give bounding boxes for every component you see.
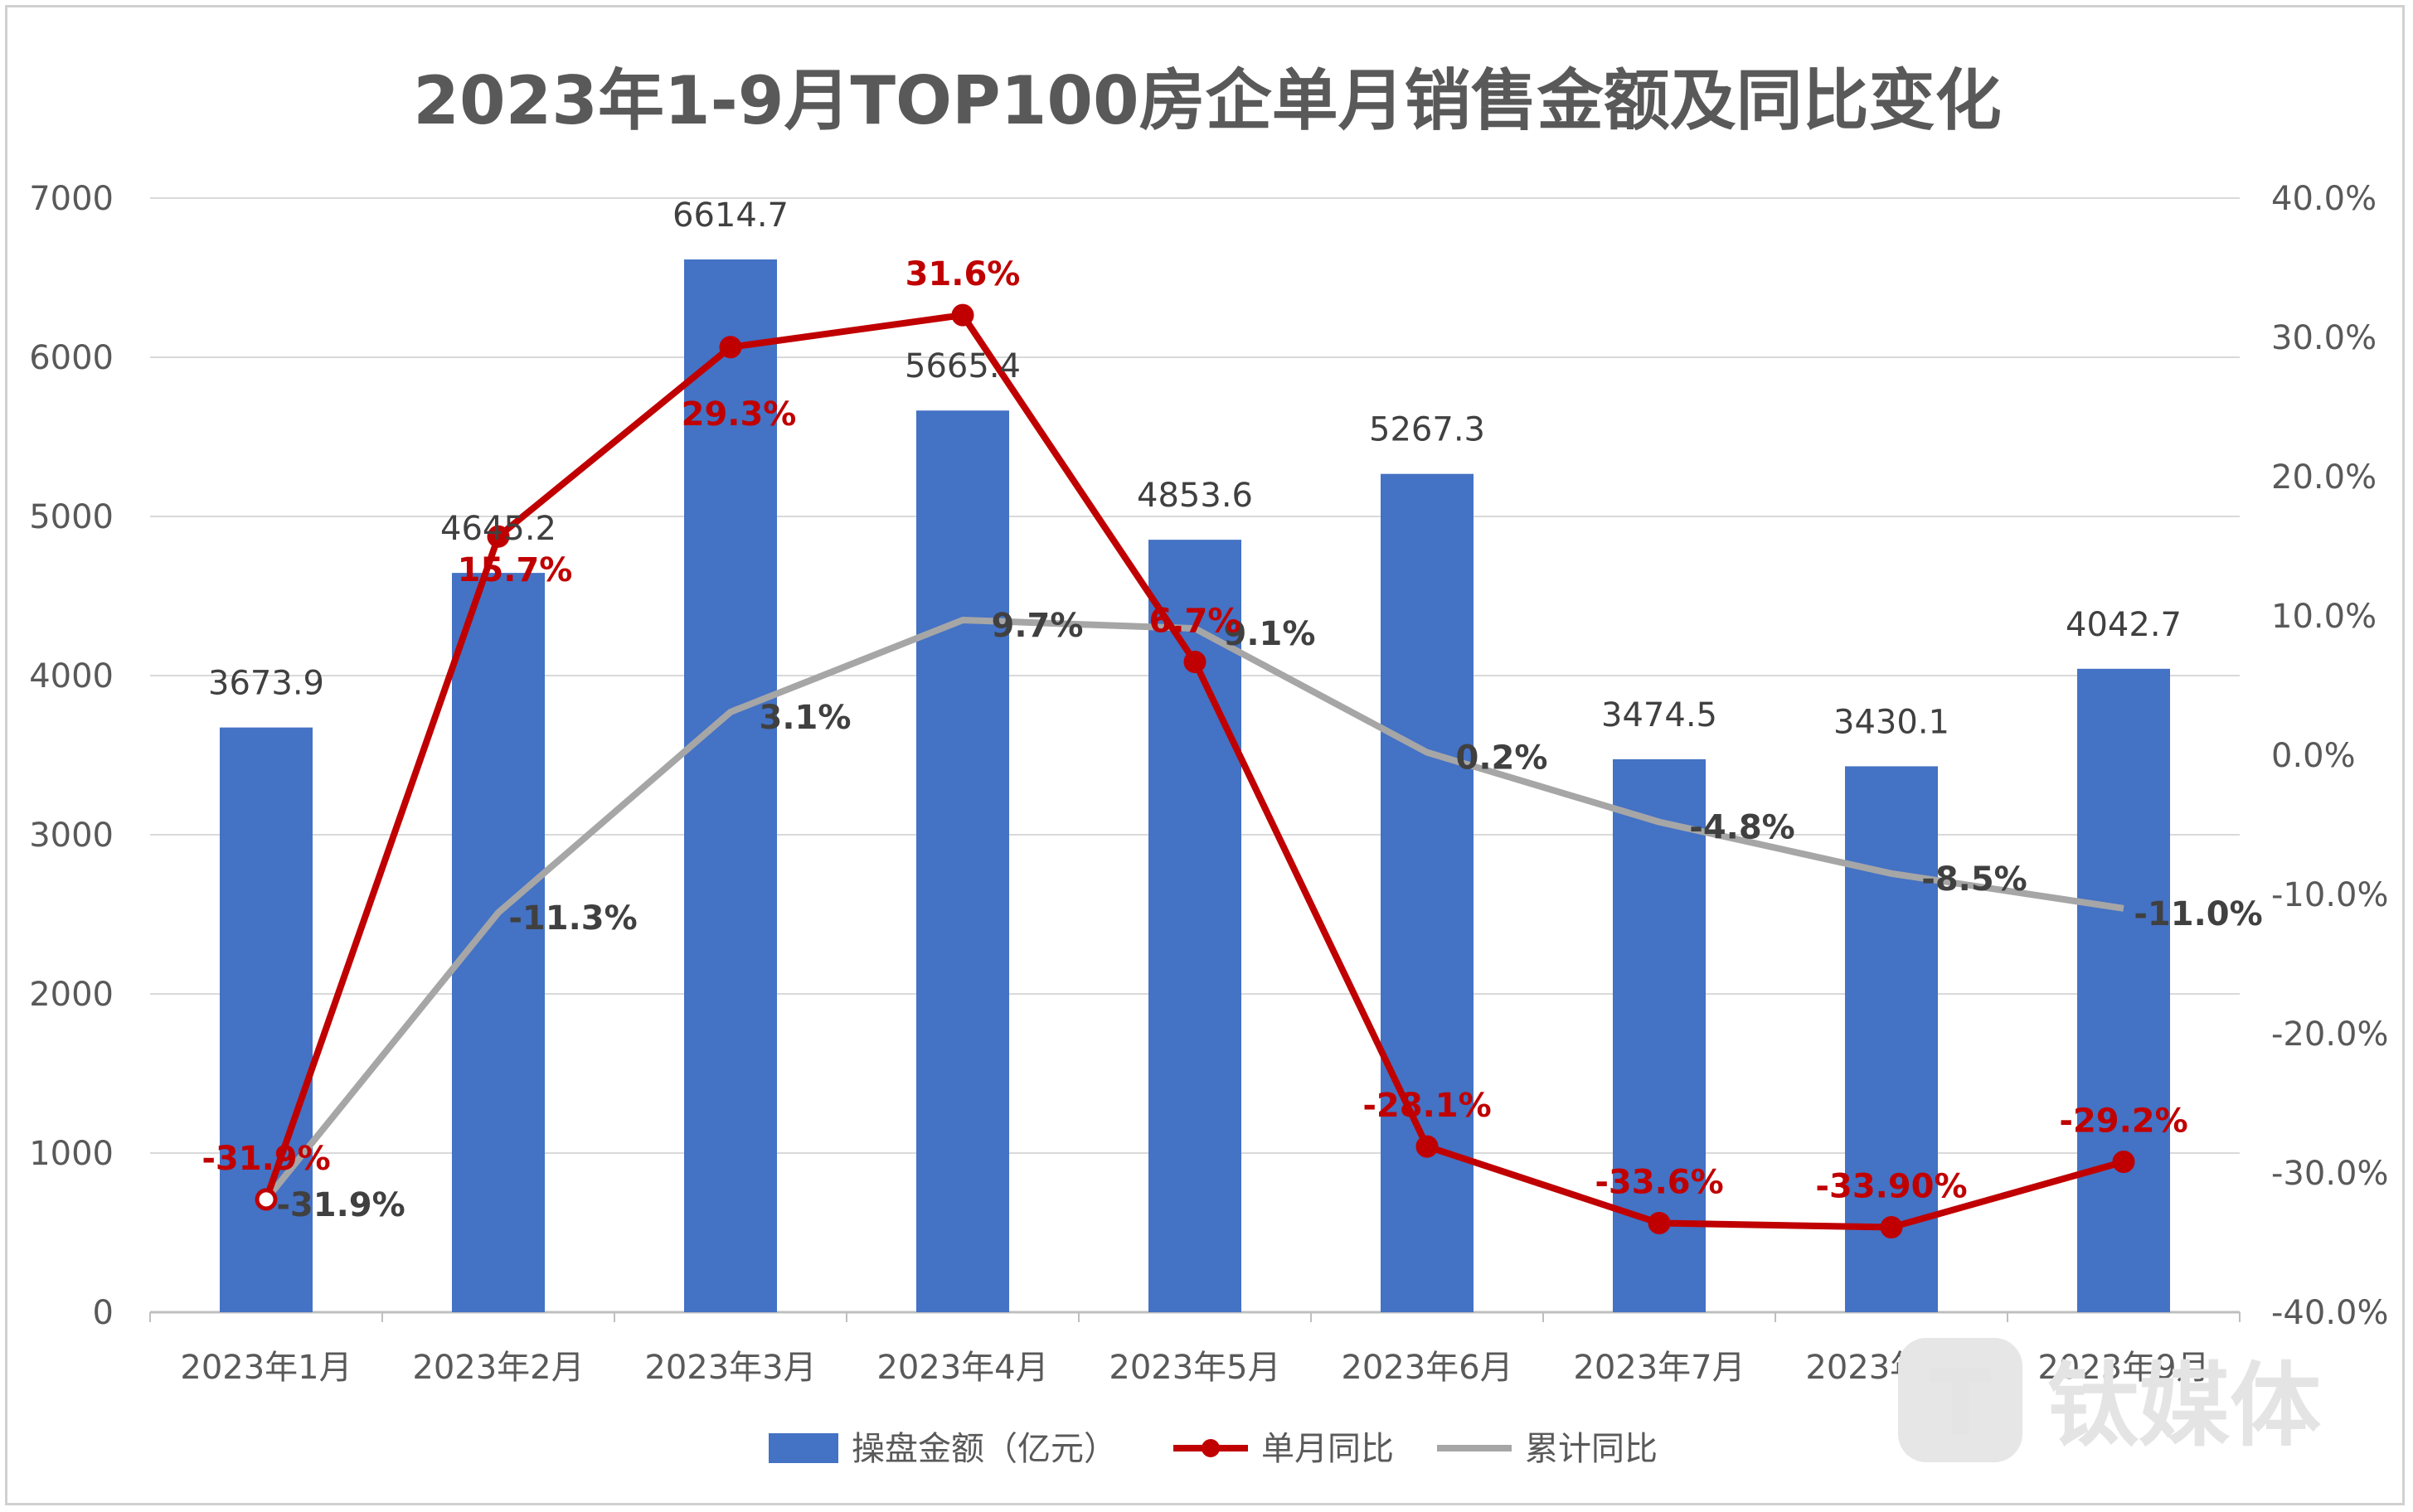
legend-swatch-bar [769, 1433, 838, 1463]
watermark: T 钛媒体 [1898, 1338, 2321, 1462]
bar-value-label: 3430.1 [1833, 703, 1949, 741]
right-axis: -40.0% -30.0% -20.0% -10.0% 0.0% 10.0% 20.0% 30… [2271, 180, 2389, 1332]
left-tick-label: 3000 [29, 817, 114, 855]
line-series [255, 303, 2135, 1239]
right-tick-label: 0.0% [2271, 737, 2356, 775]
monthly-yoy-marker [1415, 1135, 1439, 1158]
monthly-yoy-label: 15.7% [458, 551, 573, 589]
category-label: 2023年4月 [876, 1349, 1048, 1387]
left-tick-label: 1000 [29, 1135, 114, 1173]
legend-label: 单月同比 [1261, 1430, 1394, 1468]
cumulative-yoy-label: 9.7% [992, 607, 1084, 645]
monthly-yoy-marker [951, 303, 974, 327]
right-tick-label: 20.0% [2271, 458, 2377, 497]
bar-value-label: 6614.7 [672, 196, 789, 235]
left-tick-label: 7000 [29, 180, 114, 218]
left-tick-label: 4000 [29, 657, 114, 695]
bar [916, 410, 1009, 1313]
cumulative-yoy-label: -11.0% [2134, 895, 2262, 933]
monthly-yoy-label: 31.6% [905, 255, 1021, 293]
left-axis: 0 1000 2000 3000 4000 5000 6000 7000 [29, 180, 114, 1332]
cumulative-yoy-label: -4.8% [1689, 809, 1795, 847]
bar [684, 259, 777, 1313]
cumulative-yoy-label: 3.1% [760, 699, 852, 737]
bar-value-label: 5267.3 [1369, 411, 1485, 449]
bar [1381, 473, 1474, 1312]
chart: 2023年1-9月TOP100房企单月销售金额及同比变化 0 1000 2000 30… [29, 62, 2389, 1468]
bar-value-label: 4853.6 [1137, 477, 1253, 515]
watermark-logo [1898, 1338, 2022, 1462]
cumulative-yoy-line [263, 617, 2124, 1202]
category-label: 2023年9月 [2037, 1349, 2209, 1387]
bar-value-label: 3474.5 [1601, 696, 1717, 734]
monthly-yoy-label: -28.1% [1362, 1087, 1491, 1125]
category-axis: 2023年1月 2023年2月 2023年3月 2023年4月 2023年5月 2023年… [149, 1312, 2241, 1387]
left-tick-label: 6000 [29, 339, 114, 377]
monthly-yoy-marker [255, 1188, 278, 1211]
monthly-yoy-label: -33.90% [1815, 1168, 1967, 1206]
bar-value-label: 5665.4 [905, 347, 1021, 385]
right-tick-label: 40.0% [2271, 180, 2377, 218]
monthly-yoy-marker [1183, 650, 1206, 673]
monthly-yoy-marker [2112, 1151, 2135, 1174]
right-tick-label: -10.0% [2271, 876, 2389, 914]
category-label: 2023年5月 [1109, 1349, 1280, 1387]
monthly-yoy-marker [1648, 1211, 1671, 1234]
legend-label: 操盘金额（亿元） [852, 1430, 1117, 1468]
bar-value-label: 4042.7 [2066, 606, 2182, 644]
right-tick-label: 10.0% [2271, 598, 2377, 636]
watermark-logo-letter: T [1929, 1350, 1991, 1456]
monthly-yoy-label: -31.9% [201, 1140, 330, 1178]
category-label: 2023年1月 [180, 1349, 352, 1387]
category-label: 2023年2月 [412, 1349, 584, 1387]
cumulative-yoy-label: -31.9% [276, 1186, 405, 1224]
watermark-text: 钛媒体 [2047, 1353, 2321, 1459]
chart-title: 2023年1-9月TOP100房企单月销售金额及同比变化 [413, 62, 2001, 139]
cumulative-yoy-label: -8.5% [1921, 860, 2027, 899]
right-tick-label: 30.0% [2271, 319, 2377, 357]
monthly-yoy-marker [487, 525, 510, 548]
left-tick-label: 0 [93, 1294, 114, 1332]
data-labels: 3673.9 4645.2 6614.7 5665.4 4853.6 5267.3 3474… [201, 196, 2262, 1224]
monthly-yoy-label: -33.6% [1595, 1163, 1723, 1201]
monthly-yoy-label: 29.3% [682, 395, 797, 434]
monthly-yoy-label: -29.2% [2059, 1102, 2187, 1141]
chart-frame: 2023年1-9月TOP100房企单月销售金额及同比变化 0 1000 2000 30… [5, 5, 2405, 1505]
cumulative-yoy-label: 0.2% [1456, 739, 1548, 778]
legend: 操盘金额（亿元） 单月同比 累计同比 [769, 1430, 1658, 1468]
category-label: 2023年3月 [644, 1349, 816, 1387]
bar [452, 573, 545, 1312]
cumulative-yoy-label: 9.1% [1224, 615, 1316, 653]
right-tick-label: -20.0% [2271, 1015, 2389, 1054]
monthly-yoy-marker [719, 336, 742, 359]
legend-label: 累计同比 [1525, 1430, 1658, 1468]
left-tick-label: 5000 [29, 498, 114, 536]
bar-series [220, 259, 2170, 1313]
left-tick-label: 2000 [29, 976, 114, 1014]
legend-marker-monthly [1202, 1439, 1220, 1457]
bar-value-label: 4645.2 [440, 510, 556, 548]
bar [2077, 668, 2170, 1312]
right-tick-label: -40.0% [2271, 1294, 2389, 1332]
monthly-yoy-label: 6.7% [1149, 602, 1241, 640]
bar [220, 727, 313, 1312]
right-tick-label: -30.0% [2271, 1155, 2389, 1193]
cumulative-yoy-label: -11.3% [508, 899, 637, 938]
category-label: 2023年7月 [1573, 1349, 1745, 1387]
category-label: 2023年6月 [1341, 1349, 1512, 1387]
bar-value-label: 3673.9 [208, 665, 324, 703]
monthly-yoy-marker [1880, 1216, 1903, 1239]
